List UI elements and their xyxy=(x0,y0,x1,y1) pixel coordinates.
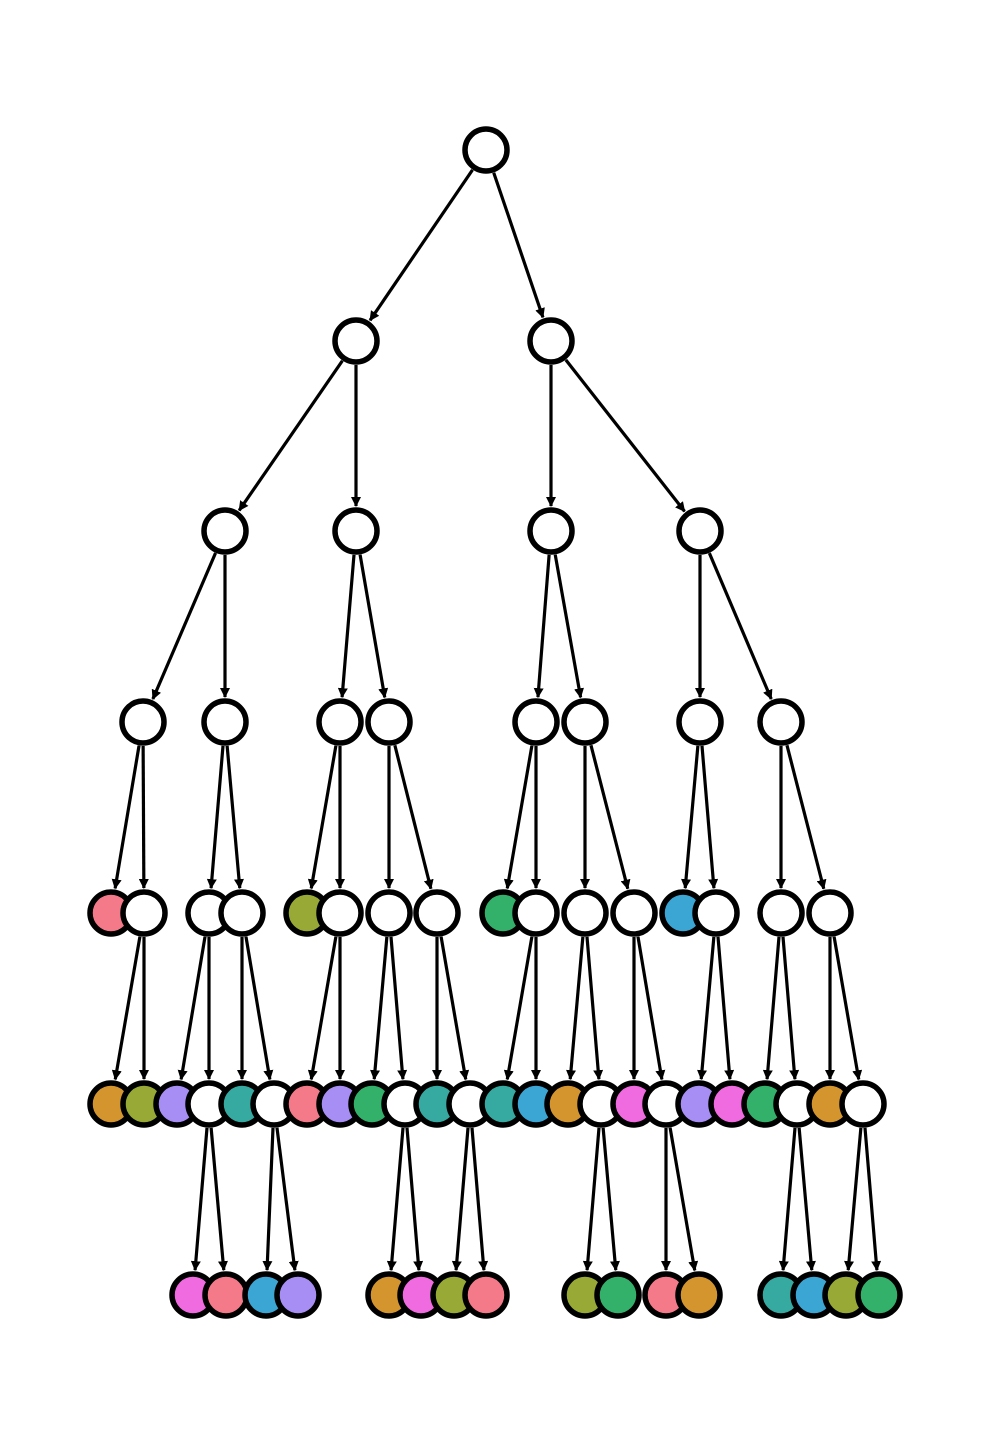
internal-node-LRR-b xyxy=(413,889,461,937)
edge-arrow-to-RRL-b-2 xyxy=(716,936,735,1081)
edge-arrow-to-LLR-b-2-1 xyxy=(262,1127,275,1272)
edge-arrow-to-RLR-b-2 xyxy=(636,936,666,1081)
edge-arrow-to-LRR-a-1 xyxy=(370,936,389,1081)
edge-arrow-to-LRR xyxy=(358,554,389,699)
internal-node-RLR-b xyxy=(610,889,658,937)
edge-arrow-to-RLR-a-2-2 xyxy=(601,1127,620,1272)
edge-arrow-to-RLL xyxy=(533,554,551,699)
leaf-node-RRR-b-2-2 xyxy=(855,1271,903,1319)
edge-arrow-to-LLR-a-2-2 xyxy=(209,1127,228,1272)
internal-node-LRR xyxy=(365,698,413,746)
edge-arrow-to-LL xyxy=(237,359,344,512)
edge-arrow-to-RRL-leaf xyxy=(681,745,700,890)
edge-arrow-to-LLR-a-1 xyxy=(177,936,207,1081)
edge-arrow-to-LLR-b-2 xyxy=(244,936,274,1081)
edge-arrow-to-LRR-a-2-1 xyxy=(386,1127,405,1272)
edge-arrow-to-LRR-b-2-2 xyxy=(470,1127,489,1272)
edge-arrow-to-RRR-a-2-1 xyxy=(778,1127,797,1272)
edge-arrow-to-LRR-b-2-1 xyxy=(451,1127,470,1272)
internal-node-RRL-b xyxy=(692,889,740,937)
edge-arrow-to-RRR-b-2 xyxy=(832,936,863,1081)
edge-arrow-to-RRR-a-2-2 xyxy=(797,1127,816,1272)
edge-arrow-to-RLR-b xyxy=(589,744,631,890)
edge-arrow-to-RLR-a-1 xyxy=(566,936,585,1081)
edge-arrow-to-RRR-b xyxy=(785,744,827,890)
nodes-layer xyxy=(87,126,903,1319)
internal-node-LLR xyxy=(201,698,249,746)
internal-node-RRL xyxy=(676,698,724,746)
edge-arrow-to-LLR-a-2-1 xyxy=(190,1127,209,1272)
edge-arrow-to-LRR-b xyxy=(393,744,434,890)
internal-node-RL xyxy=(527,507,575,555)
internal-node-RR xyxy=(676,507,724,555)
edge-arrow-to-LLL xyxy=(151,552,218,700)
internal-node-L xyxy=(332,317,380,365)
internal-node-LR xyxy=(332,507,380,555)
edge-arrow-to-LLR-b-2-2 xyxy=(275,1127,299,1272)
edges-layer xyxy=(111,168,882,1272)
edge-arrow-to-RRR-b-2-1 xyxy=(844,1127,863,1272)
edge-arrow-to-RLL-b-1 xyxy=(503,936,534,1081)
edge-arrow-to-LRR-a-2 xyxy=(389,936,408,1081)
internal-node-RLR-a xyxy=(561,889,609,937)
leaf-node-RLR-b-2-2 xyxy=(675,1271,723,1319)
internal-node-LRR-a xyxy=(365,889,413,937)
edge-arrow-to-LRL xyxy=(337,554,356,699)
internal-node-root xyxy=(462,126,510,174)
edge-arrow-to-RRR-a-1 xyxy=(762,936,781,1081)
edge-arrow-to-RRL-b xyxy=(700,745,719,890)
internal-node-LLL xyxy=(119,698,167,746)
edge-arrow-to-RLR-b-2-2 xyxy=(668,1127,699,1272)
internal-node-RLL xyxy=(512,698,560,746)
edge-arrow-to-LLL-b xyxy=(138,745,149,890)
edge-arrow-to-RLL-leaf xyxy=(503,745,534,890)
edge-arrow-to-LRL-leaf xyxy=(307,745,338,890)
internal-node-RRR xyxy=(757,698,805,746)
internal-node-RLR xyxy=(561,698,609,746)
edge-arrow-to-LRL-b-1 xyxy=(307,936,338,1081)
edge-arrow-to-LLR-b xyxy=(225,745,244,890)
internal-node-LLR-b xyxy=(218,889,266,937)
leaf-node-RLR-a-2-2 xyxy=(594,1271,642,1319)
internal-node-RRR-b-2 xyxy=(839,1080,887,1128)
edge-arrow-to-RLR-a-2-1 xyxy=(582,1127,601,1272)
internal-node-LLL-b xyxy=(120,889,168,937)
edge-arrow-to-LLL-b-1 xyxy=(111,936,142,1081)
internal-node-LRL xyxy=(316,698,364,746)
internal-node-LL xyxy=(201,507,249,555)
edge-arrow-to-L xyxy=(368,168,474,322)
edge-arrow-to-R xyxy=(492,172,545,319)
internal-node-RRR-a xyxy=(757,889,805,937)
edge-arrow-to-RRR xyxy=(707,552,773,700)
internal-node-RLL-b xyxy=(512,889,560,937)
leaf-node-LLR-a-2-2 xyxy=(202,1271,250,1319)
internal-node-R xyxy=(527,317,575,365)
edge-arrow-to-RRR-b-2-2 xyxy=(863,1127,882,1272)
edge-arrow-to-RLR-a-2 xyxy=(585,936,604,1081)
edge-arrow-to-LLL-leaf xyxy=(111,745,141,890)
edge-arrow-to-LRR-a-2-2 xyxy=(405,1127,424,1272)
edge-arrow-to-RRR-a-2 xyxy=(781,936,800,1081)
edge-arrow-to-RR xyxy=(564,358,686,513)
internal-node-RRR-b xyxy=(806,889,854,937)
leaf-node-LRR-b-2-2 xyxy=(462,1271,510,1319)
edge-arrow-to-RLR xyxy=(553,554,584,699)
leaf-node-LLR-b-2-2 xyxy=(274,1271,322,1319)
edge-arrow-to-LRR-b-2 xyxy=(439,936,470,1081)
internal-node-LRL-b xyxy=(316,889,364,937)
edge-arrow-to-LLR-a xyxy=(206,745,225,890)
edge-arrow-to-RRL-b-1 xyxy=(697,936,716,1081)
